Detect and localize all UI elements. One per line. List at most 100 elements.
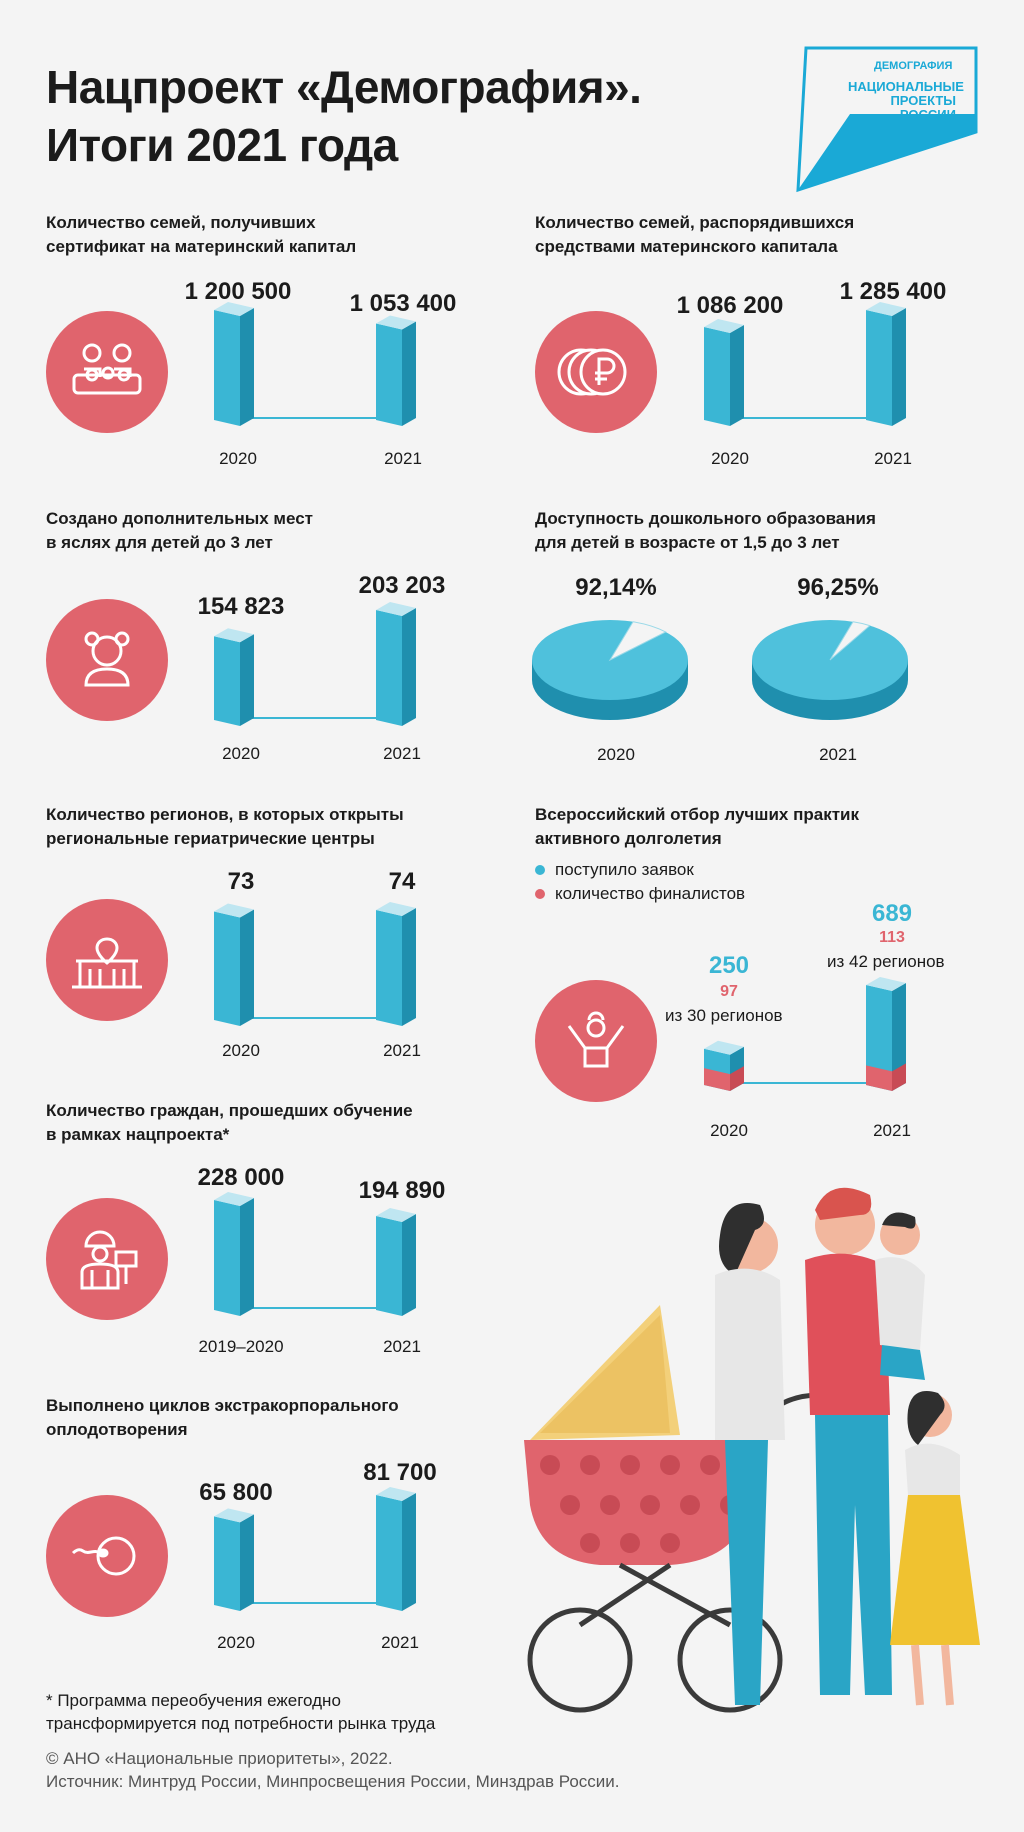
- legend-finalists-dot: [535, 889, 545, 899]
- matcap-value-2021: 1 053 400: [349, 290, 457, 317]
- pie-2021: [752, 620, 908, 720]
- bar-2020: [214, 903, 254, 1026]
- bar-2021: [376, 602, 416, 726]
- bar-2021: [376, 1207, 416, 1316]
- page-title-line2: Итоги 2021 года: [46, 119, 398, 171]
- bar-2020: [704, 319, 744, 426]
- longevity-regions-2021: из 42 регионов: [827, 952, 945, 971]
- geriatric-value-2021: 74: [388, 868, 416, 895]
- child-icon-circle: [46, 599, 168, 721]
- logo-name: НАЦИОНАЛЬНЫЕ ПРОЕКТЫ РОССИИ: [848, 79, 964, 122]
- spent-value-2020: 1 086 200: [676, 292, 784, 319]
- nursery-year-2021: 2021: [383, 744, 421, 763]
- ivf-value-2020: 65 800: [199, 1479, 273, 1506]
- longevity-title: Всероссийский отбор лучших практик актив…: [535, 805, 860, 848]
- worker-sign-icon-circle: [46, 1198, 168, 1320]
- longevity-value-2020: 250: [708, 952, 750, 979]
- cell-sperm-icon: [71, 1536, 136, 1576]
- legend-finalists: количество финалистов: [535, 884, 745, 904]
- credits: © АНО «Национальные приоритеты», 2022. И…: [46, 1749, 620, 1791]
- spent-bar-chart: [704, 302, 906, 426]
- nursery-value-2020: 154 823: [197, 593, 285, 620]
- spent-title: Количество семей, распорядившихся средст…: [535, 213, 855, 256]
- pie-gap-wedge: [608, 621, 667, 662]
- training-year-2019-2020: 2019–2020: [198, 1337, 284, 1356]
- bar-2021: [376, 902, 416, 1026]
- bar-2020: [214, 628, 254, 726]
- building-pin-icon-circle: [46, 899, 168, 1021]
- nursery-bar-chart: [214, 602, 416, 726]
- child-icon: [84, 631, 130, 687]
- ruble-coins-icon-circle: [535, 311, 657, 433]
- nursery-title: Создано дополнительных мест в яслях для …: [46, 509, 314, 552]
- cell-sperm-icon-circle: [46, 1495, 168, 1617]
- raised-hands-person-icon-circle: [535, 980, 657, 1102]
- geriatric-title: Количество регионов, в которых открыты р…: [46, 805, 404, 848]
- legend-applications-label: поступило заявок: [555, 860, 694, 879]
- training-value-2019-2020: 228 000: [197, 1164, 285, 1191]
- spent-year-2021: 2021: [874, 449, 912, 468]
- longevity-finalists-2020: 97: [720, 983, 738, 1000]
- longevity-finalists-2021: 113: [879, 929, 905, 946]
- worker-sign-icon: [80, 1230, 138, 1290]
- preschool-year-2020: 2020: [597, 745, 635, 764]
- geriatric-bar-chart: [214, 902, 416, 1026]
- matcap-bar-chart: [214, 302, 416, 426]
- ruble-coins-icon: [557, 348, 627, 396]
- preschool-title: Доступность дошкольного образования для …: [535, 509, 876, 552]
- longevity-year-2021: 2021: [873, 1121, 911, 1140]
- page-title-line1: Нацпроект «Демография».: [46, 61, 642, 113]
- preschool-pie-chart: [532, 620, 908, 720]
- matcap-value-2020: 1 200 500: [184, 278, 292, 305]
- training-title: Количество граждан, прошедших обучение в…: [46, 1101, 413, 1144]
- ivf-title: Выполнено циклов экстракорпорального опл…: [46, 1396, 399, 1439]
- bar-applications-2021: [866, 977, 906, 1091]
- logo-top-label: ДЕМОГРАФИЯ: [874, 60, 953, 72]
- pie-gap-wedge: [829, 621, 871, 661]
- family-icon-circle: [46, 311, 168, 433]
- preschool-year-2021: 2021: [819, 745, 857, 764]
- page-title: Нацпроект «Демография». Итоги 2021 года: [46, 58, 642, 174]
- ivf-bar-chart: [214, 1487, 416, 1611]
- matcap-year-2020: 2020: [219, 449, 257, 468]
- training-value-2021: 194 890: [358, 1177, 446, 1204]
- bar-finalists-2020: [704, 1066, 744, 1091]
- bar-2021: [376, 315, 416, 426]
- national-projects-logo: ДЕМОГРАФИЯ НАЦИОНАЛЬНЫЕ ПРОЕКТЫ РОССИИ: [796, 44, 980, 194]
- legend-applications-dot: [535, 865, 545, 875]
- ivf-value-2021: 81 700: [363, 1459, 437, 1486]
- nursery-year-2020: 2020: [222, 744, 260, 763]
- spent-value-2021: 1 285 400: [839, 278, 947, 305]
- longevity-regions-2020: из 30 регионов: [665, 1006, 783, 1025]
- geriatric-year-2021: 2021: [383, 1041, 421, 1060]
- matcap-title: Количество семей, получивших сертификат …: [46, 213, 357, 256]
- geriatric-year-2020: 2020: [222, 1041, 260, 1060]
- bar-finalists-2021: [866, 1063, 906, 1091]
- footnote: * Программа переобучения ежегодно трансф…: [46, 1691, 436, 1733]
- nursery-value-2021: 203 203: [358, 572, 446, 599]
- legend-finalists-label: количество финалистов: [555, 884, 746, 903]
- raised-hands-person-icon: [567, 1011, 625, 1068]
- pie-2020: [532, 620, 688, 720]
- training-year-2021: 2021: [383, 1337, 421, 1356]
- spent-year-2020: 2020: [711, 449, 749, 468]
- bar-2021: [866, 302, 906, 426]
- bar-2020: [214, 1508, 254, 1611]
- building-pin-icon: [72, 937, 142, 989]
- longevity-bar-chart: [704, 977, 906, 1091]
- family-icon: [72, 343, 142, 395]
- ivf-year-2021: 2021: [381, 1633, 419, 1652]
- ivf-year-2020: 2020: [217, 1633, 255, 1652]
- legend-applications: поступило заявок: [535, 860, 694, 880]
- preschool-value-2021: 96,25%: [797, 574, 879, 601]
- matcap-year-2021: 2021: [384, 449, 422, 468]
- matcap-bars: [214, 302, 416, 426]
- longevity-year-2020: 2020: [710, 1121, 748, 1140]
- longevity-value-2021: 689: [871, 900, 913, 927]
- training-bar-chart: [214, 1192, 416, 1316]
- family-stroller-illustration: [524, 1187, 980, 1713]
- bar-2021: [376, 1487, 416, 1611]
- bar-2020: [214, 302, 254, 426]
- preschool-value-2020: 92,14%: [575, 574, 657, 601]
- bar-2019–2020: [214, 1192, 254, 1316]
